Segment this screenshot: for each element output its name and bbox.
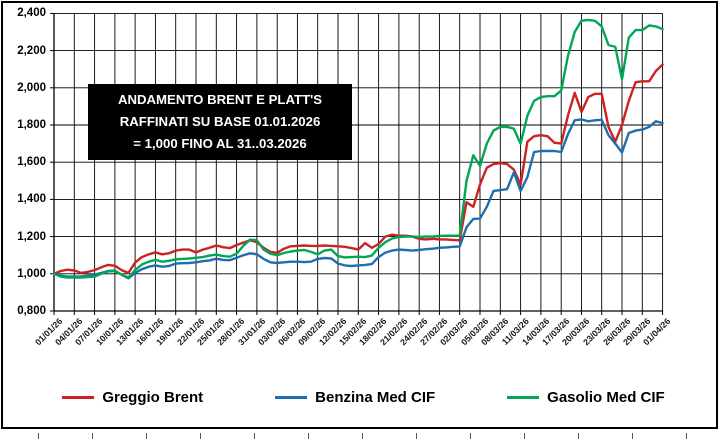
series-line-benzina-med-cif[interactable] [52, 118, 664, 280]
series-line-gasolio-med-cif[interactable] [52, 18, 664, 279]
worksheet-column-tick [38, 433, 39, 439]
y-axis-label: 1,000 [17, 267, 46, 280]
y-axis-label: 0,800 [17, 305, 46, 317]
worksheet-column-tick [470, 433, 471, 439]
legend-label: Greggio Brent [102, 389, 204, 406]
legend-label: Gasolio Med CIF [547, 389, 665, 406]
worksheet-column-tick [416, 433, 417, 439]
chart-title-line: RAFFINATI SU BASE 01.01.2026 [119, 114, 321, 130]
chart-title-box[interactable]: ANDAMENTO BRENT E PLATT'S RAFFINATI SU B… [88, 84, 352, 160]
worksheet-column-tick [200, 433, 201, 439]
y-axis-label: 1,600 [17, 156, 46, 169]
worksheet-column-tick [632, 433, 633, 439]
y-axis-label: 1,800 [17, 119, 46, 131]
worksheet-column-tick [686, 433, 687, 439]
blue-line-sample-icon [275, 396, 308, 399]
y-axis-label: 2,400 [17, 7, 46, 20]
worksheet-column-tick [308, 433, 309, 439]
red-line-sample-icon [62, 396, 95, 399]
y-axis-label: 1,400 [17, 193, 46, 206]
legend-item-gasolio-med-cif[interactable]: Gasolio Med CIF [507, 389, 665, 406]
y-axis-label: 2,200 [17, 44, 46, 57]
chart-object-border [1, 1, 718, 429]
worksheet-column-tick [254, 433, 255, 439]
legend-item-benzina-med-cif[interactable]: Benzina Med CIF [275, 389, 435, 406]
y-axis-label: 2,000 [17, 81, 46, 94]
worksheet-column-tick [362, 433, 363, 439]
chart-title-line: = 1,000 FINO AL 31..03.2026 [133, 135, 307, 151]
worksheet-column-tick [146, 433, 147, 439]
legend-item-greggio-brent[interactable]: Greggio Brent [62, 389, 203, 406]
legend: Greggio Brent Benzina Med CIF Gasolio Me… [0, 389, 727, 406]
legend-label: Benzina Med CIF [315, 389, 436, 406]
y-axis-label: 1,200 [17, 230, 46, 243]
series-line-greggio-brent[interactable] [52, 63, 664, 275]
worksheet-column-edge-strip [0, 433, 727, 439]
worksheet-column-tick [92, 433, 93, 439]
chart-title-line: ANDAMENTO BRENT E PLATT'S [117, 92, 323, 108]
green-line-sample-icon [507, 396, 540, 399]
worksheet-column-tick [578, 433, 579, 439]
worksheet-column-tick [524, 433, 525, 439]
